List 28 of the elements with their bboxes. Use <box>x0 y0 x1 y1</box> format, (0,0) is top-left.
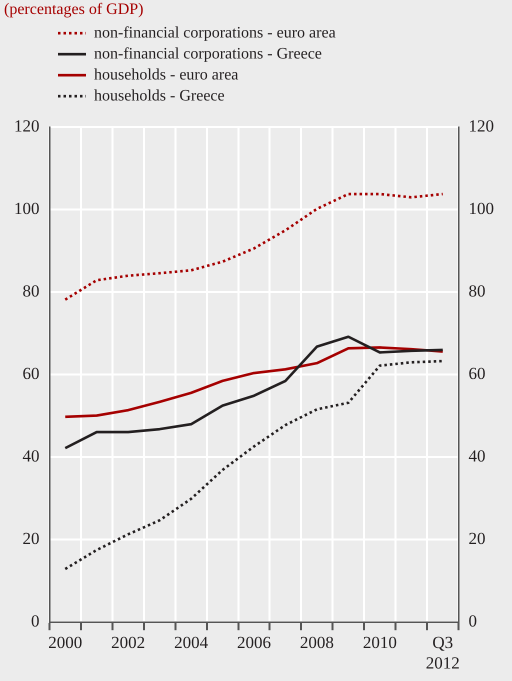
y2-tick-label: 40 <box>468 446 486 466</box>
y2-tick-label: 80 <box>468 282 486 301</box>
line-series <box>64 360 444 570</box>
x-tick-label: 2004 <box>174 632 209 652</box>
y-tick-label: 120 <box>14 116 40 136</box>
y2-tick-label: 0 <box>468 612 477 631</box>
line-series <box>64 192 444 301</box>
y-tick-label: 80 <box>22 282 40 301</box>
legend-label: non-financial corporations - Greece <box>94 45 322 62</box>
y-tick-label: 100 <box>14 199 40 218</box>
x-tick-label: 2002 <box>111 632 146 652</box>
legend-label: non-financial corporations - euro area <box>94 24 336 42</box>
y2-tick-label: 120 <box>468 116 494 136</box>
y2-tick-label: 20 <box>468 529 486 548</box>
y2-tick-label: 60 <box>468 364 486 384</box>
chart-subtitle: (percentages of GDP) <box>4 0 144 18</box>
y-tick-label: 0 <box>31 612 40 631</box>
legend-label: households - Greece <box>94 87 225 104</box>
y-tick-label: 40 <box>22 446 40 466</box>
x-tick-label: 2000 <box>48 632 82 652</box>
y2-tick-label: 100 <box>468 199 494 218</box>
x-tick-label: Q3 2012 <box>426 632 460 672</box>
y-tick-label: 20 <box>22 529 40 548</box>
legend-label: households - euro area <box>94 66 238 84</box>
x-tick-label: 2010 <box>362 632 397 652</box>
y-tick-label: 60 <box>22 364 40 384</box>
x-tick-label: 2008 <box>300 632 334 652</box>
x-tick-label: 2006 <box>237 632 271 652</box>
